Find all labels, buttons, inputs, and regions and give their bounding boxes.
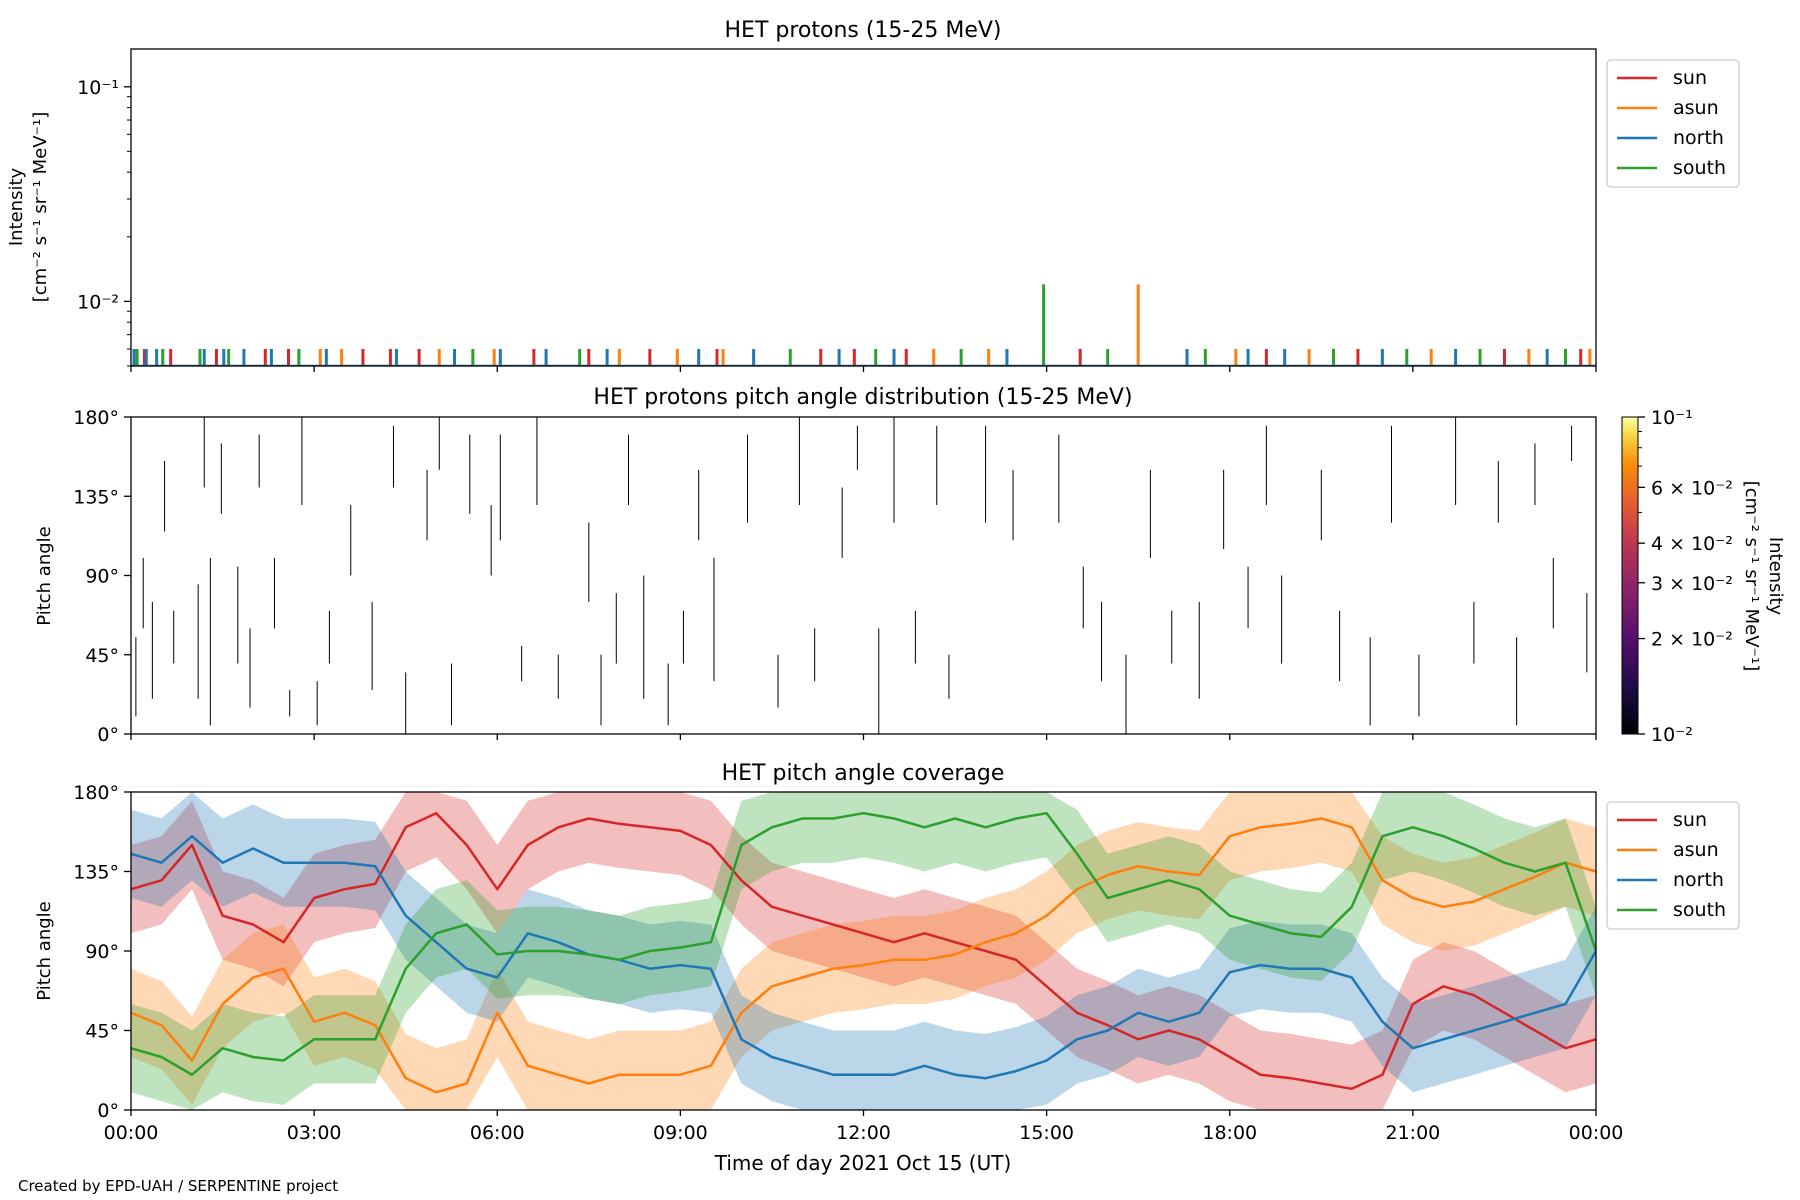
colorbar-tick-label: 3 × 10⁻² [1651, 573, 1733, 595]
legend-1-sun-label: sun [1673, 67, 1707, 89]
legend-1-north-label: north [1673, 127, 1724, 149]
panel-pitch-angle-distribution: HET protons pitch angle distribution (15… [34, 385, 1786, 746]
x-tick-label: 18:00 [1202, 1122, 1257, 1144]
y-tick-label: 180° [73, 407, 119, 429]
x-tick-label: 03:00 [287, 1122, 342, 1144]
panel-3-y-axis: 0° 45° 90° 135° 180° [73, 782, 131, 1122]
y-tick-label: 0° [97, 724, 119, 746]
y-tick-label: 0° [97, 1100, 119, 1122]
panel-1-legend-box [1606, 59, 1740, 188]
colorbar-ticks: 10⁻¹ 6 × 10⁻² 4 × 10⁻² 3 × 10⁻² 2 × 10⁻² 10⁻² [1638, 407, 1733, 746]
colorbar-tick-label: 4 × 10⁻² [1651, 533, 1733, 555]
y-tick-label: 10⁻¹ [77, 77, 119, 99]
colorbar-gradient [1621, 416, 1639, 735]
colorbar: 10⁻¹ 6 × 10⁻² 4 × 10⁻² 3 × 10⁻² 2 × 10⁻² 10⁻²… [1621, 407, 1786, 746]
line-south [131, 811, 1596, 1076]
panel-3-ylabel: Pitch angle [34, 901, 55, 1000]
y-tick-label: 45° [85, 1021, 119, 1043]
panel-3-bands [131, 792, 1596, 1110]
colorbar-tick-label: 2 × 10⁻² [1651, 629, 1733, 651]
colorbar-label: Intensity [cm⁻² s⁻¹ sr⁻¹ MeV⁻¹] [1741, 481, 1786, 672]
colorbar-tick-label: 10⁻¹ [1651, 407, 1693, 429]
panel-2-segments [135, 417, 1588, 734]
footer-credit: Created by EPD-UAH / SERPENTINE project [18, 1177, 339, 1195]
y-tick-label: 90° [85, 566, 119, 588]
legend-3-south-label: south [1673, 899, 1726, 921]
band-north [131, 792, 1596, 1110]
legend-3-sun-label: sun [1673, 809, 1707, 831]
x-tick-label: 12:00 [836, 1122, 891, 1144]
x-tick-label: 15:00 [1019, 1122, 1074, 1144]
panel-1-frame [130, 48, 1597, 367]
y-tick-label: 90° [85, 941, 119, 963]
band-south [131, 792, 1596, 1110]
panel-2-frame [130, 416, 1597, 735]
legend-1-asun-label: asun [1673, 97, 1719, 119]
panel-3-lines [131, 811, 1596, 1094]
panel-2-x-ticks [130, 734, 1597, 740]
panel-2-y-axis: 0° 45° 90° 135° 180° [73, 407, 131, 746]
x-tick-label: 09:00 [653, 1122, 708, 1144]
x-tick-label: 21:00 [1385, 1122, 1440, 1144]
panel-3-frame [130, 791, 1597, 1111]
band-sun [131, 792, 1596, 1110]
colorbar-tick-label: 6 × 10⁻² [1651, 477, 1733, 499]
band-asun [131, 792, 1596, 1110]
panel-1-ylabel-line2: [cm⁻² s⁻¹ sr⁻¹ MeV⁻¹] [30, 112, 51, 303]
colorbar-label-line2: [cm⁻² s⁻¹ sr⁻¹ MeV⁻¹] [1741, 481, 1762, 672]
panel-1-ylabel: Intensity [cm⁻² s⁻¹ sr⁻¹ MeV⁻¹] [6, 112, 51, 303]
legend-3-asun-label: asun [1673, 839, 1719, 861]
x-tick-label: 06:00 [470, 1122, 525, 1144]
colorbar-label-line1: Intensity [1765, 537, 1786, 616]
y-tick-label: 45° [85, 645, 119, 667]
panel-intensity: HET protons (15-25 MeV) Intensity [cm⁻² … [6, 18, 1740, 372]
line-sun [131, 811, 1596, 1091]
panel-3-title: HET pitch angle coverage [722, 761, 1005, 786]
x-tick-label: 00:00 [104, 1122, 159, 1144]
panel-1-title: HET protons (15-25 MeV) [725, 18, 1002, 43]
panel-1-y-axis: 10⁻¹ 10⁻² [77, 77, 131, 367]
panel-1-x-ticks [130, 366, 1597, 372]
panel-1-ylabel-line1: Intensity [6, 167, 27, 246]
panel-pitch-angle-coverage: HET pitch angle coverage Pitch angle 0° 4… [34, 761, 1740, 1175]
legend-3-north-label: north [1673, 869, 1724, 891]
legend-1-south-label: south [1673, 157, 1726, 179]
panel-1-spikes [131, 284, 1596, 366]
panel-2-title: HET protons pitch angle distribution (15… [593, 385, 1132, 410]
panel-3-legend-box [1606, 801, 1740, 930]
panel-3-x-ticks: 00:00 03:00 06:00 09:00 12:00 15:00 18:00 21:00… [104, 1110, 1624, 1144]
colorbar-tick-label: 10⁻² [1651, 724, 1693, 746]
y-tick-label: 135° [73, 486, 119, 508]
y-tick-label: 135° [73, 862, 119, 884]
line-asun [131, 817, 1596, 1094]
panel-3-legend: sun asun north south [1606, 801, 1740, 930]
y-tick-label: 180° [73, 782, 119, 804]
x-axis-label: Time of day 2021 Oct 15 (UT) [714, 1151, 1012, 1175]
panel-2-ylabel: Pitch angle [34, 526, 55, 625]
line-north [131, 834, 1596, 1080]
panel-1-legend: sun asun north south [1606, 59, 1740, 188]
y-tick-label: 10⁻² [77, 291, 119, 313]
x-tick-label: 00:00 [1569, 1122, 1624, 1144]
